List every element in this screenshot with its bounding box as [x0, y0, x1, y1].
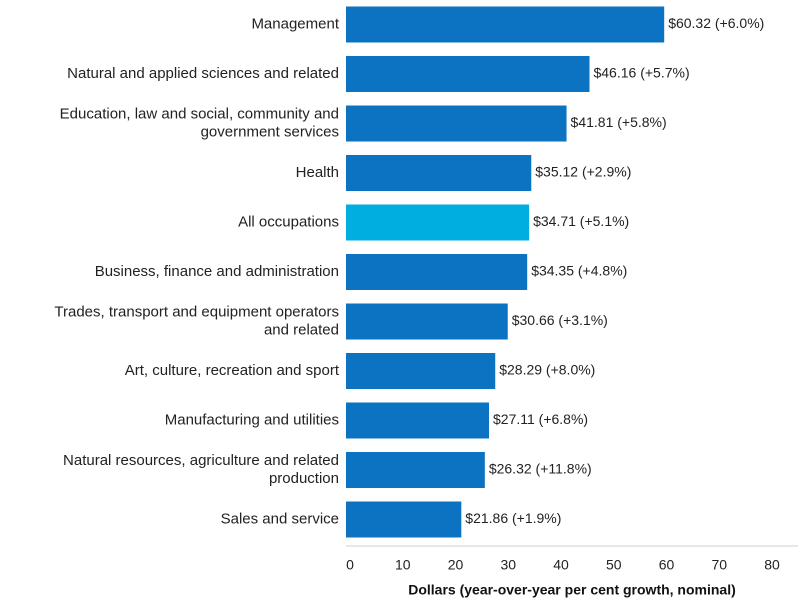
- value-label-10: $21.86 (+1.9%): [465, 510, 561, 526]
- category-label-5: Business, finance and administration: [95, 263, 339, 280]
- value-labels-group: $60.32 (+6.0%) $46.16 (+5.7%) $41.81 (+5.8…: [465, 15, 764, 526]
- bar-7: [346, 353, 496, 389]
- x-tick-label-6: 60: [659, 557, 675, 573]
- value-label-4: $34.71 (+5.1%): [533, 213, 629, 229]
- x-tick-label-8: 80: [764, 557, 780, 573]
- bar-5: [346, 254, 528, 290]
- bar-4: [346, 204, 530, 241]
- category-label-8: Manufacturing and utilities: [165, 411, 339, 428]
- x-tick-label-0: 0: [346, 557, 354, 573]
- x-tick-label-7: 70: [711, 557, 727, 573]
- x-tick-label-5: 50: [606, 557, 622, 573]
- value-label-8: $27.11 (+6.8%): [493, 411, 588, 427]
- x-tick-label-1: 10: [395, 557, 411, 573]
- value-label-5: $34.35 (+4.8%): [531, 263, 627, 279]
- x-tick-label-4: 40: [553, 557, 569, 573]
- category-label-6: Trades, transport and equipment operator…: [54, 303, 339, 338]
- category-label-1: Natural and applied sciences and related: [67, 65, 339, 82]
- value-label-3: $35.12 (+2.9%): [535, 164, 631, 180]
- bars-group: [346, 6, 665, 538]
- x-tick-labels-group: 0 10 20 30 40 50 60 70 80: [346, 557, 780, 573]
- bar-2: [346, 105, 567, 142]
- bar-9: [346, 452, 485, 488]
- bar-3: [346, 155, 532, 191]
- category-label-9: Natural resources, agriculture and relat…: [63, 452, 339, 487]
- bar-6: [346, 303, 508, 340]
- category-label-4: All occupations: [238, 213, 339, 230]
- category-label-7: Art, culture, recreation and sport: [125, 362, 340, 379]
- bar-8: [346, 402, 490, 439]
- value-label-6: $30.66 (+3.1%): [512, 312, 608, 328]
- category-label-10: Sales and service: [221, 510, 339, 527]
- value-label-0: $60.32 (+6.0%): [668, 15, 764, 31]
- value-label-1: $46.16 (+5.7%): [593, 65, 689, 81]
- category-label-2: Education, law and social, community and…: [60, 105, 339, 140]
- category-label-0: Management: [251, 15, 339, 32]
- value-label-9: $26.32 (+11.8%): [489, 461, 592, 477]
- x-tick-label-2: 20: [448, 557, 464, 573]
- bar-10: [346, 501, 462, 538]
- x-tick-label-3: 30: [500, 557, 516, 573]
- x-axis-title: Dollars (year-over-year per cent growth,…: [408, 582, 736, 598]
- bar-1: [346, 56, 590, 92]
- bar-0: [346, 6, 665, 43]
- category-labels-group: Management Natural and applied sciences a…: [54, 15, 339, 527]
- value-label-2: $41.81 (+5.8%): [571, 114, 667, 130]
- value-label-7: $28.29 (+8.0%): [499, 362, 595, 378]
- category-label-3: Health: [296, 164, 339, 181]
